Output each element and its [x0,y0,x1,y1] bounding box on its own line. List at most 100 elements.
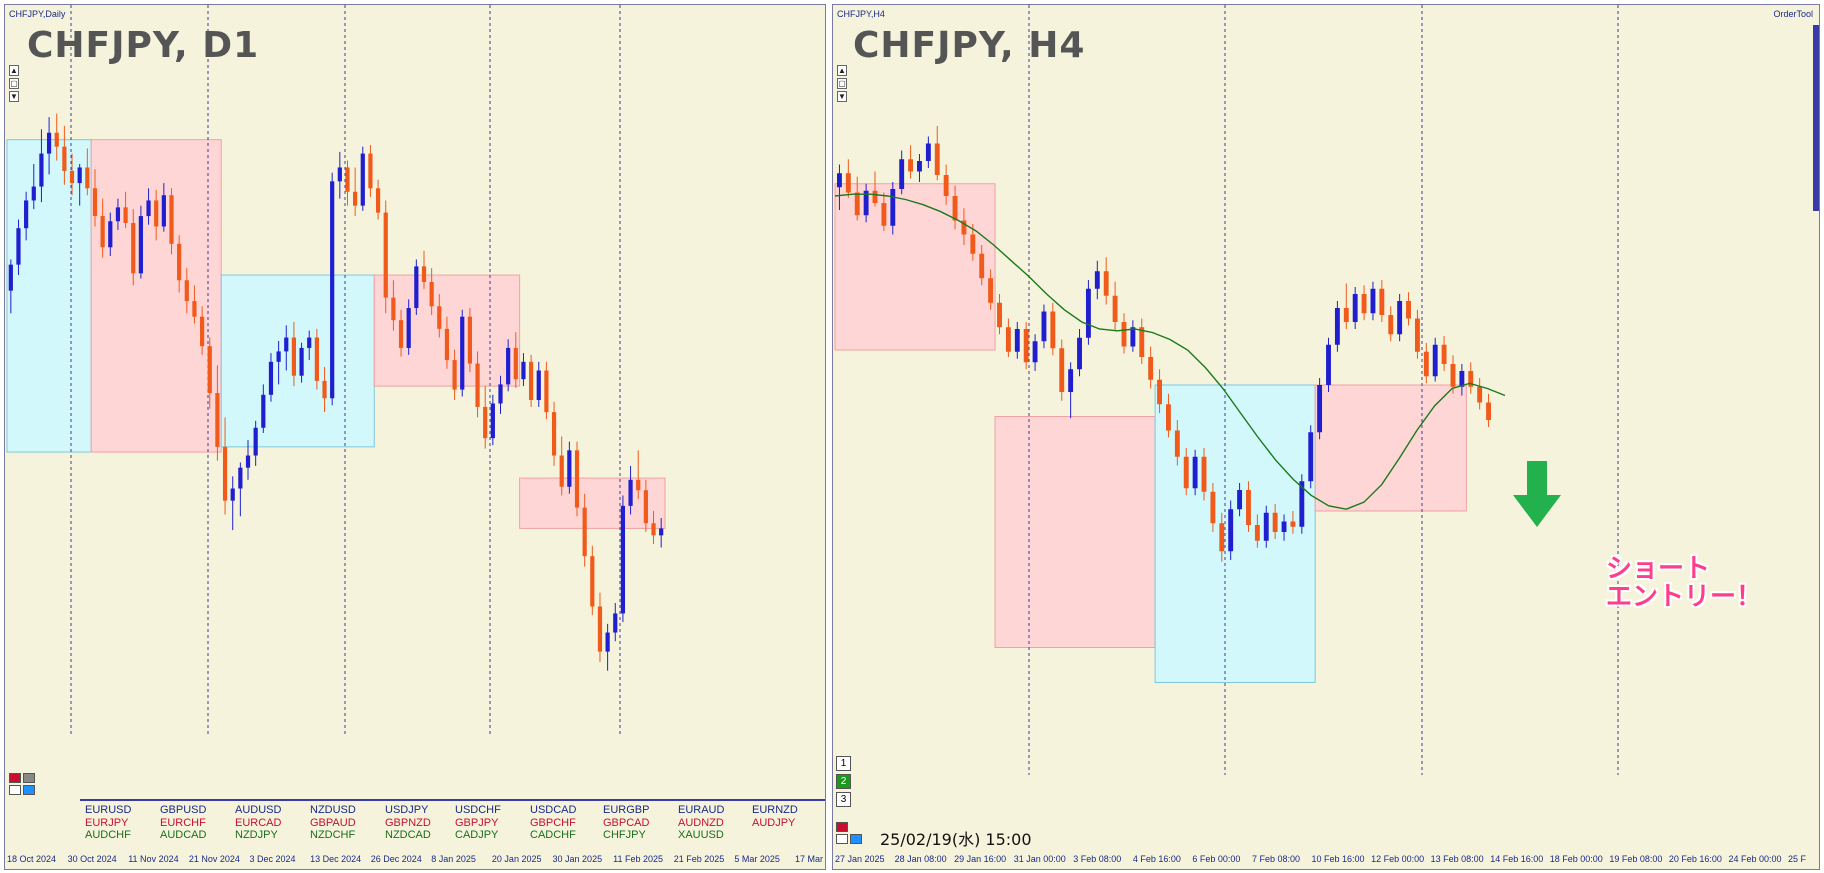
candle-body [574,450,580,508]
pair-column: EURNZD AUDJPY [752,804,798,829]
order-tool-button[interactable]: OrderTool [1773,9,1813,19]
pair-link[interactable]: NZDCHF [310,829,356,841]
pair-link[interactable]: NZDUSD [310,804,356,816]
candle-body [483,406,488,439]
pair-link[interactable]: EURCHF [160,816,206,829]
candle-body [276,351,281,362]
candle-body [970,234,976,254]
candle-body [1326,344,1331,385]
annotation-line-1: ショート [1606,554,1711,584]
minimize-icon[interactable] [23,773,35,783]
candle-body [1068,369,1074,392]
zone-box [90,139,222,453]
chart-window-h4[interactable]: CHFJPY,H4 CHFJPY, H4 OrderTool ▲ ▢ ▼ 27 … [832,4,1820,870]
x-tick-label: 11 Nov 2024 [128,854,179,864]
settings-icon-h4[interactable] [836,834,848,844]
candle-body [398,320,404,348]
candle-body [1032,341,1038,363]
color-icon-h4[interactable] [850,834,862,844]
candle-body [429,282,434,307]
candle-body [268,361,274,395]
candle-body [1388,315,1394,335]
pair-link[interactable]: USDJPY [385,804,429,816]
candle-body [1157,379,1162,405]
tf-button-3[interactable]: 3 [836,792,851,807]
pair-link[interactable]: AUDCAD [160,829,207,841]
candle-body [988,278,994,303]
settings-icon[interactable] [9,785,21,795]
pair-link[interactable]: CHFJPY [603,829,646,841]
pair-link[interactable]: AUDJPY [752,816,796,829]
x-tick-label: 5 Mar 2025 [734,854,780,864]
pair-link[interactable]: AUDCHF [85,829,131,841]
pair-link[interactable]: AUDNZD [678,816,724,829]
pair-link[interactable]: CADCHF [530,829,576,841]
candle-body [837,173,842,188]
scroll-up-button-h4[interactable]: ▲ [837,65,847,76]
candle-body [979,253,985,279]
candle-body [261,394,266,428]
pair-link[interactable]: AUDUSD [235,804,282,816]
pair-link[interactable]: EURCAD [235,816,282,829]
candle-body [1468,371,1474,387]
candle-body [1050,311,1056,349]
pair-link[interactable]: USDCHF [455,804,501,816]
pair-link[interactable]: USDCAD [530,804,577,816]
color-icon[interactable] [23,785,35,795]
candle-body [1121,322,1127,347]
pair-link[interactable]: EURJPY [85,816,129,829]
candle-body [536,370,541,400]
scroll-down-button-h4[interactable]: ▼ [837,91,847,102]
zone-box [1154,384,1316,683]
x-tick-label: 12 Feb 00:00 [1371,854,1425,864]
x-tick-label: 25 F [1788,854,1807,864]
pair-link[interactable]: GBPCAD [603,816,650,829]
candle-body [513,347,518,380]
close-icon[interactable] [9,773,21,783]
candle-body [636,479,641,491]
pair-link[interactable]: EURGBP [603,804,650,816]
candle-body [222,446,228,501]
pair-link[interactable]: XAUUSD [678,829,724,841]
candle-body [863,190,869,216]
candle-body [337,167,342,182]
pair-link[interactable]: EURUSD [85,804,132,816]
pair-link[interactable]: EURNZD [752,804,798,816]
candle-body [1059,348,1065,392]
candle-body [1166,404,1171,431]
candle-body [590,556,595,607]
candle-body [872,190,878,203]
candle-body [1397,301,1403,335]
pair-link[interactable]: GBPJPY [455,816,499,829]
fit-button[interactable]: ▢ [9,78,19,89]
pair-column: NZDUSD GBPAUD NZDCHF [310,804,356,842]
fit-button-h4[interactable]: ▢ [837,78,847,89]
candle-body [1352,294,1358,322]
candle-body [24,200,29,229]
scroll-up-button[interactable]: ▲ [9,65,19,76]
chart-window-d1[interactable]: CHFJPY,Daily CHFJPY, D1 ▲ ▢ ▼ EURUSD EURJ… [4,4,826,870]
pair-link[interactable]: CADJPY [455,829,499,841]
pair-link[interactable]: NZDJPY [235,829,278,841]
candle-body [169,195,174,244]
close-icon-h4[interactable] [836,822,848,832]
candle-body [406,308,411,348]
pair-link[interactable]: NZDCAD [385,829,431,841]
pair-link[interactable]: GBPCHF [530,816,576,829]
tf-button-2[interactable]: 2 [836,774,851,789]
pair-link[interactable]: EURAUD [678,804,725,816]
scroll-down-button[interactable]: ▼ [9,91,19,102]
tf-button-1[interactable]: 1 [836,756,851,771]
candle-body [207,346,212,394]
x-tick-label: 26 Dec 2024 [370,854,422,864]
candle-body [1254,525,1260,541]
x-tick-label: 8 Jan 2025 [431,854,476,864]
pair-link[interactable]: GBPUSD [160,804,207,816]
pair-link[interactable]: GBPNZD [385,816,431,829]
x-tick-label: 27 Jan 2025 [835,854,885,864]
candle-body [383,212,388,298]
candle-body [1343,308,1349,322]
pair-link[interactable]: GBPAUD [310,816,356,829]
candle-body [529,361,534,400]
candle-body [391,297,396,321]
